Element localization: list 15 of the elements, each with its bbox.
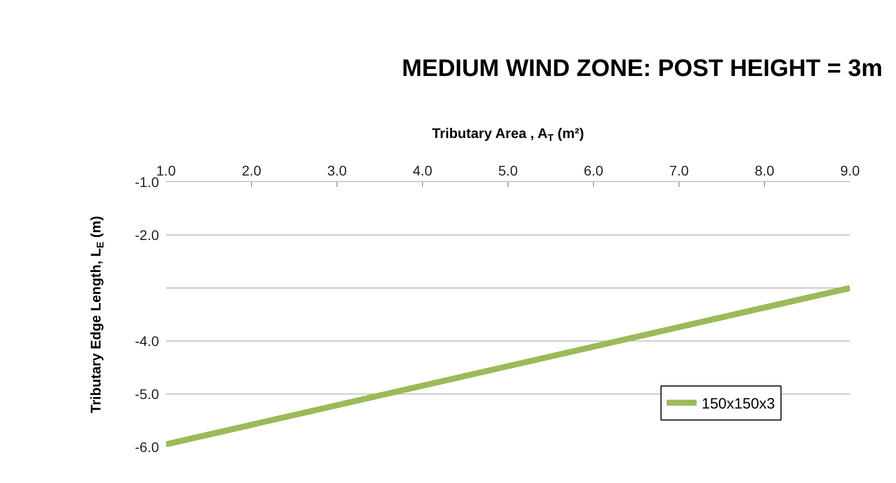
x-tick-label: 8.0 bbox=[754, 162, 774, 178]
chart-title: MEDIUM WIND ZONE: POST HEIGHT = 3m bbox=[402, 55, 883, 82]
x-axis-title: Tributary Area , A$_{T}$ (m²) bbox=[432, 125, 584, 144]
y-tick-label: -4.0 bbox=[134, 332, 160, 349]
x-tick-label: 2.0 bbox=[242, 162, 262, 178]
x-tick-label: 9.0 bbox=[840, 162, 860, 178]
x-tick-label: 3.0 bbox=[327, 162, 347, 178]
y-tick-label: -6.0 bbox=[134, 438, 160, 455]
y-tick-label: -5.0 bbox=[134, 386, 160, 402]
x-tick-label: 6.0 bbox=[584, 162, 604, 178]
y-tick-label: -2.0 bbox=[134, 226, 160, 243]
x-tick-label: 4.0 bbox=[412, 162, 432, 178]
x-tick-label: 7.0 bbox=[669, 162, 689, 178]
legend-label: 150x150x3 bbox=[702, 396, 776, 413]
x-tick-label: 5.0 bbox=[498, 162, 518, 178]
